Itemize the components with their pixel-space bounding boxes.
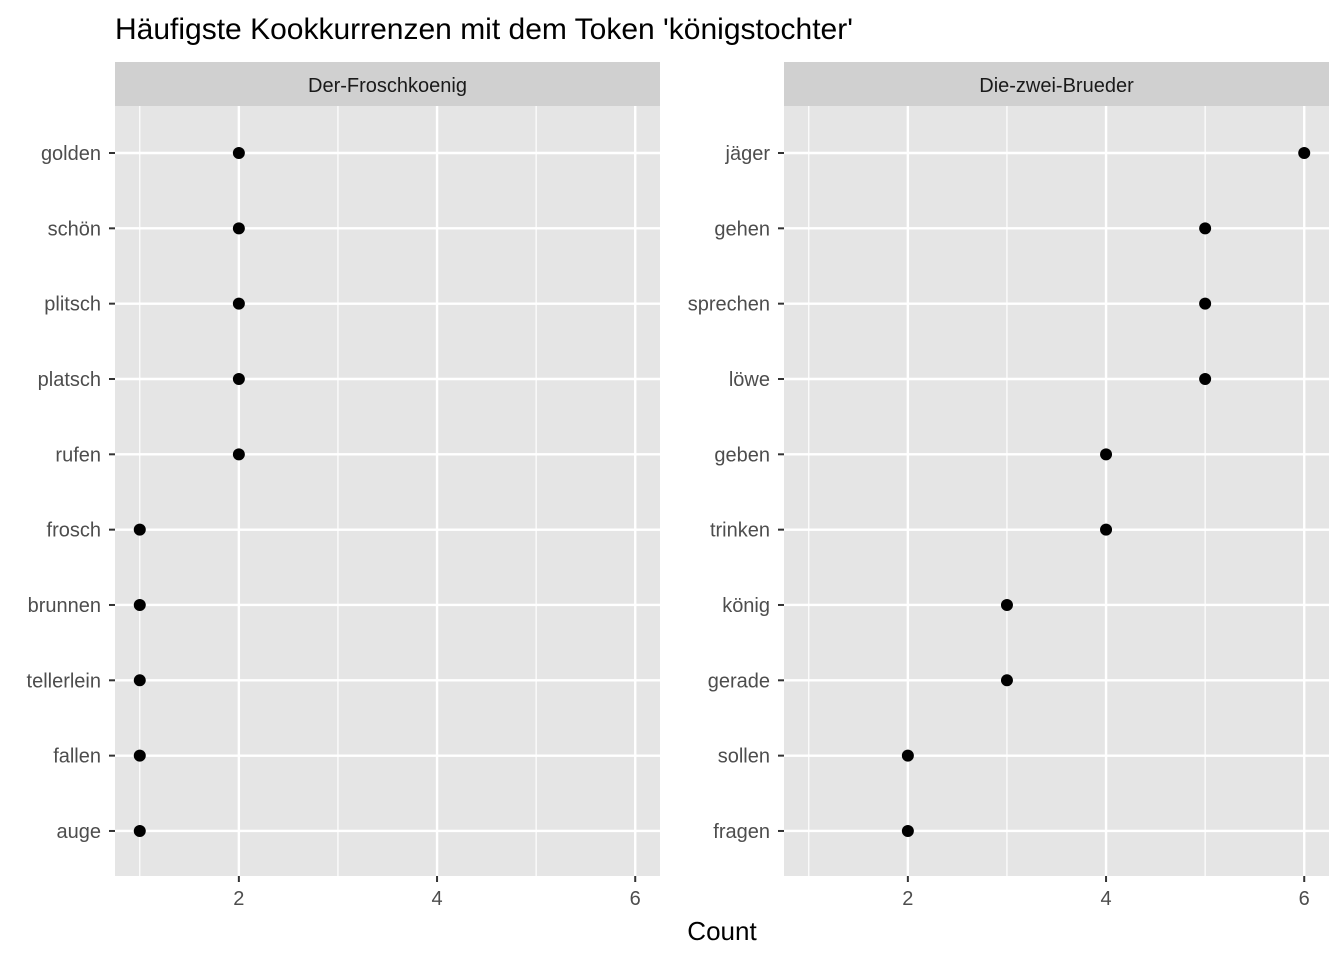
y-tick-label: gehen (714, 218, 770, 240)
data-point (1100, 523, 1113, 536)
x-tick-label: 6 (1299, 888, 1310, 910)
data-point (133, 674, 146, 687)
facet-strip-label: Der-Froschkoenig (308, 75, 467, 97)
x-tick-label: 4 (1100, 888, 1111, 910)
y-tick-label: frosch (47, 520, 101, 542)
facet-strip (115, 62, 660, 106)
data-point (1199, 297, 1212, 310)
y-tick-label: fallen (53, 746, 101, 768)
y-tick-label: gerade (708, 670, 770, 692)
data-point (232, 147, 245, 159)
y-tick-label: platsch (38, 369, 101, 391)
y-tick-label: brunnen (28, 595, 101, 617)
y-tick-label: sollen (718, 746, 770, 768)
data-point (133, 824, 146, 837)
data-point (1199, 372, 1212, 385)
panel-background (784, 106, 1329, 876)
data-point (1199, 222, 1212, 235)
y-tick-label: auge (57, 821, 102, 843)
data-point (133, 523, 146, 536)
y-tick-label: sprechen (688, 294, 770, 316)
y-tick-label: golden (41, 143, 101, 165)
data-point (232, 448, 245, 461)
x-tick-label: 2 (902, 888, 913, 910)
y-tick-label: rufen (55, 444, 101, 466)
data-point (1100, 448, 1113, 461)
data-point (1000, 674, 1013, 687)
x-tick-label: 4 (431, 888, 442, 910)
facet-strip (784, 62, 1329, 106)
data-point (1298, 147, 1311, 159)
x-axis-title: Count (687, 916, 757, 946)
y-tick-label: tellerlein (27, 670, 101, 692)
chart-title: Häufigste Kookkurrenzen mit dem Token 'k… (115, 13, 853, 46)
data-point (232, 297, 245, 310)
facet-panel-1: Der-Froschkoenig golden schön plitsch platsc… (27, 62, 660, 910)
y-tick-label: fragen (713, 821, 770, 843)
data-point (133, 598, 146, 611)
facet-panel-2: Die-zwei-Brueder jäger gehen sprechen löwe ge… (688, 62, 1329, 910)
x-tick-label: 2 (233, 888, 244, 910)
y-tick-label: schön (48, 218, 101, 240)
facet-strip-label: Die-zwei-Brueder (979, 75, 1134, 97)
y-tick-label: geben (714, 444, 770, 466)
data-point (232, 222, 245, 235)
y-tick-label: jäger (725, 143, 771, 165)
y-tick-label: löwe (729, 369, 770, 391)
x-tick-label: 6 (630, 888, 641, 910)
data-point (232, 372, 245, 385)
data-point (901, 749, 914, 762)
data-point (133, 749, 146, 762)
data-point (1000, 598, 1013, 611)
panel-background (115, 106, 660, 876)
facet-panels: Der-Froschkoenig golden schön plitsch platsc… (27, 62, 1329, 910)
y-tick-label: plitsch (44, 294, 101, 316)
y-tick-label: könig (722, 595, 770, 617)
y-tick-label: trinken (710, 520, 770, 542)
data-point (901, 824, 914, 837)
